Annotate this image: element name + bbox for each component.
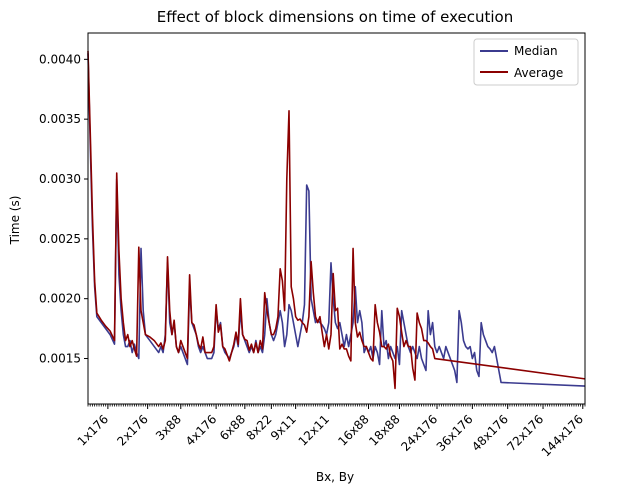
x-tick-label: 16x88	[335, 412, 372, 449]
y-tick-label: 0.0040	[39, 52, 81, 66]
x-tick-label: 36x176	[434, 412, 476, 454]
x-tick-label: 2x176	[114, 412, 151, 449]
y-axis: 0.0015 0.0020 0.0025 0.0030 0.0035 0.0040	[39, 52, 88, 366]
x-tick-label: 18x88	[366, 412, 403, 449]
legend: Median Average	[473, 38, 579, 86]
y-axis-label: Time (s)	[8, 196, 22, 246]
x-tick-label: 24x176	[398, 412, 440, 454]
series-line-median	[87, 53, 586, 387]
x-tick-label: 8x22	[244, 412, 275, 443]
plot-area	[87, 50, 586, 390]
legend-median-label: Median	[514, 44, 558, 58]
x-axis-label: Bx, By	[316, 470, 354, 484]
y-tick-label: 0.0020	[39, 292, 81, 306]
legend-average-label: Average	[514, 66, 563, 80]
x-tick-label: 9x11	[268, 412, 299, 443]
x-tick-label: 48x176	[469, 412, 511, 454]
x-tick-label: 1x176	[75, 412, 112, 449]
series-line-average	[87, 50, 586, 390]
x-tick-label: 4x176	[183, 412, 220, 449]
x-tick-label: 6x88	[217, 412, 248, 443]
x-tick-label: 144x176	[539, 412, 586, 459]
y-tick-label: 0.0030	[39, 172, 81, 186]
plot-frame	[87, 32, 586, 405]
y-tick-label: 0.0035	[39, 112, 81, 126]
x-tick-label: 12x11	[296, 412, 333, 449]
y-tick-label: 0.0015	[39, 352, 81, 366]
chart-title: Effect of block dimensions on time of ex…	[157, 8, 513, 26]
y-tick-label: 0.0025	[39, 232, 81, 246]
x-tick-label: 3x88	[153, 412, 184, 443]
